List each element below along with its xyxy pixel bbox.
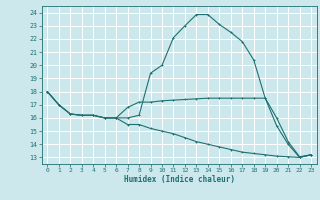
X-axis label: Humidex (Indice chaleur): Humidex (Indice chaleur)	[124, 175, 235, 184]
